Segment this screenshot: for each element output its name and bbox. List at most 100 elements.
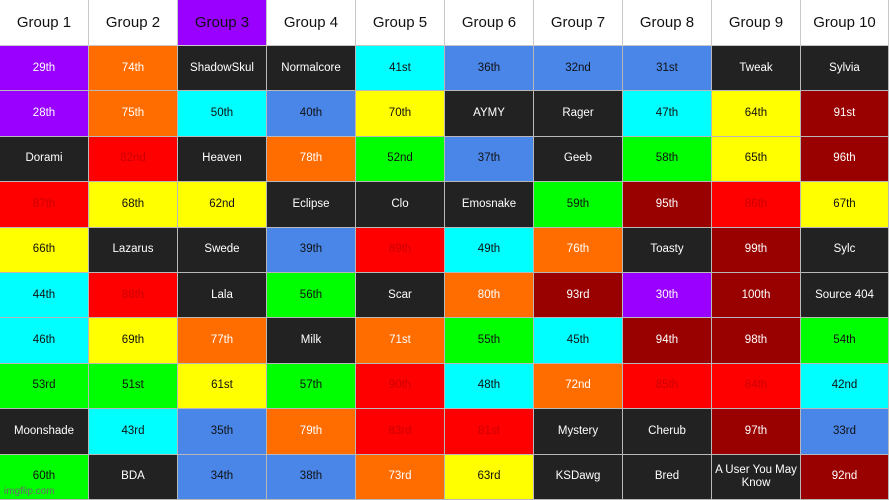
grid-cell: 92nd [801,454,889,500]
group-header-4: Group 4 [267,0,356,46]
grid-cell: 49th [445,227,534,273]
grid-cell: Lala [178,272,267,319]
grid-cell: Normalcore [267,46,356,92]
grid-cell: Mystery [534,409,623,455]
grid-cell: 30th [623,272,712,319]
grid-cell: Eclipse [267,182,356,228]
grid-cell: 87th [0,182,89,228]
grid-cell: 48th [445,363,534,410]
grid-cell: 41st [356,46,445,92]
group-header-5: Group 5 [356,0,445,46]
grid-cell: 75th [89,91,178,137]
imgflip-watermark: imgflip.com [4,486,55,497]
grid-cell: 52nd [356,136,445,183]
grid-cell: 73rd [356,454,445,500]
grid-cell: Sylvia [801,46,889,92]
grid-cell: 93rd [534,272,623,319]
grid-cell: 98th [712,318,801,364]
grid-cell: 67th [801,182,889,228]
grid-cell: 63rd [445,454,534,500]
grid-cell: 51st [89,363,178,410]
grid-cell: 79th [267,409,356,455]
grid-cell: 77th [178,318,267,364]
grid-cell: Cherub [623,409,712,455]
grid-cell: 90th [356,363,445,410]
grid-cell: 69th [89,318,178,364]
grid-cell: 65th [712,136,801,183]
grid-cell: 64th [712,91,801,137]
grid-cell: 39th [267,227,356,273]
grid-cell: 33rd [801,409,889,455]
grid-cell: 42nd [801,363,889,410]
grid-cell: Dorami [0,136,89,183]
grid-cell: 83rd [356,409,445,455]
grid-cell: 91st [801,91,889,137]
group-header-1: Group 1 [0,0,89,46]
grid-cell: 28th [0,91,89,137]
grid-cell: 88th [89,272,178,319]
group-header-7: Group 7 [534,0,623,46]
grid-cell: 58th [623,136,712,183]
grid-cell: 46th [0,318,89,364]
grid-cell: 32nd [534,46,623,92]
grid-cell: Scar [356,272,445,319]
grid-cell: Bred [623,454,712,500]
grid-cell: Toasty [623,227,712,273]
grid-cell: 86th [712,182,801,228]
grid-cell: 47th [623,91,712,137]
grid-cell: 100th [712,272,801,319]
grid-cell: 59th [534,182,623,228]
grid-cell: 60th [0,454,89,500]
grid-cell: 80th [445,272,534,319]
grid-cell: 54th [801,318,889,364]
group-header-3: Group 3 [178,0,267,46]
grid-cell: 61st [178,363,267,410]
group-header-8: Group 8 [623,0,712,46]
grid-cell: KSDawg [534,454,623,500]
grid-cell: 38th [267,454,356,500]
grid-cell: 66th [0,227,89,273]
grid-cell: Source 404 [801,272,889,319]
grid-cell: 97th [712,409,801,455]
grid-cell: AYMY [445,91,534,137]
grid-cell: 55th [445,318,534,364]
grid-cell: Geeb [534,136,623,183]
group-header-6: Group 6 [445,0,534,46]
grid-cell: 84th [712,363,801,410]
grid-cell: 71st [356,318,445,364]
grid-cell: BDA [89,454,178,500]
grid-cell: 45th [534,318,623,364]
grid-cell: 40th [267,91,356,137]
grid-cell: 96th [801,136,889,183]
grid-cell: 72nd [534,363,623,410]
group-header-9: Group 9 [712,0,801,46]
grid-cell: 36th [445,46,534,92]
grid-cell: 34th [178,454,267,500]
grid-cell: 74th [89,46,178,92]
grid-cell: Heaven [178,136,267,183]
grid-cell: 56th [267,272,356,319]
grid-cell: A User You May Know [712,454,801,500]
grid-cell: Milk [267,318,356,364]
grid-cell: 89th [356,227,445,273]
grid-cell: 44th [0,272,89,319]
grid-cell: Swede [178,227,267,273]
group-header-2: Group 2 [89,0,178,46]
grid-cell: 70th [356,91,445,137]
grid-cell: 37th [445,136,534,183]
grid-cell: 29th [0,46,89,92]
grid-cell: 35th [178,409,267,455]
grid-cell: 62nd [178,182,267,228]
grid-cell: Sylc [801,227,889,273]
grid-cell: 85th [623,363,712,410]
grid-cell: 68th [89,182,178,228]
grid-cell: 94th [623,318,712,364]
grid-cell: 57th [267,363,356,410]
grid-cell: 81st [445,409,534,455]
grid-cell: 82nd [89,136,178,183]
grid-cell: Clo [356,182,445,228]
grid-cell: Lazarus [89,227,178,273]
grid-cell: Tweak [712,46,801,92]
grid-cell: Moonshade [0,409,89,455]
